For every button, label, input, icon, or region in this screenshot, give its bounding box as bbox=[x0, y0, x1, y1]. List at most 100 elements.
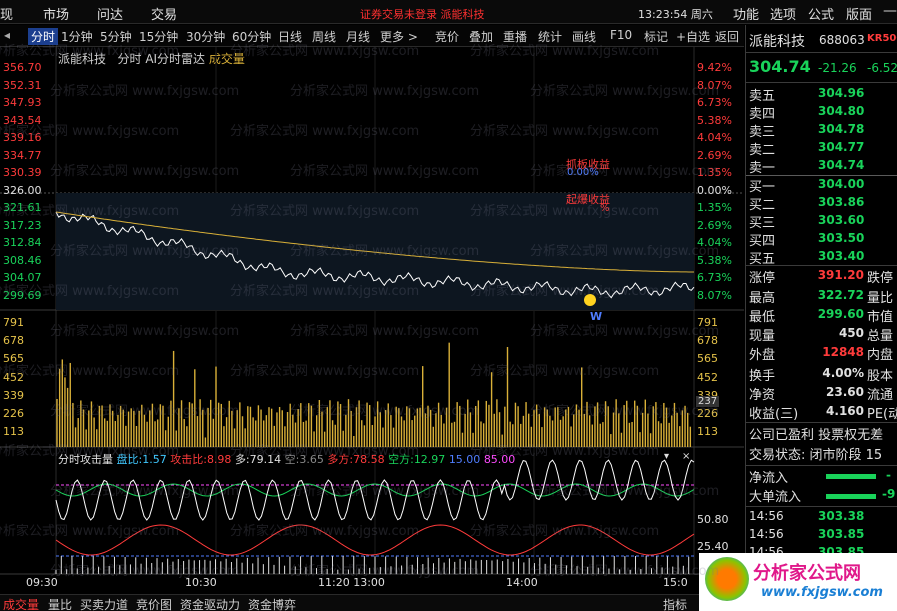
tab-15min[interactable]: 15分钟 bbox=[139, 30, 179, 44]
net-inflow-value: - bbox=[886, 468, 891, 482]
tab-mark[interactable]: 标记 bbox=[644, 30, 669, 44]
tab-overlay[interactable]: 叠加 bbox=[469, 30, 494, 44]
pct-tick-label: 9.42% bbox=[697, 61, 732, 74]
tab-replay[interactable]: 重播 bbox=[503, 30, 528, 44]
intraday-chart[interactable] bbox=[0, 0, 745, 594]
tab-30min[interactable]: 30分钟 bbox=[186, 30, 226, 44]
price-tick-label: 343.54 bbox=[3, 113, 42, 127]
menu-item-trade[interactable]: 交易 bbox=[151, 8, 178, 23]
stat-right-label: 总量 bbox=[867, 329, 894, 344]
tab-auction[interactable]: 竞价 bbox=[435, 30, 460, 44]
bid-level-price[interactable]: 303.60 bbox=[818, 213, 865, 227]
stat-label: 涨停 bbox=[749, 271, 776, 286]
tab-5min[interactable]: 5分钟 bbox=[100, 30, 132, 44]
btab-fund-drive[interactable]: 资金驱动力 bbox=[180, 598, 241, 611]
attack-line bbox=[55, 459, 695, 521]
bull-line bbox=[55, 483, 695, 497]
tab-weekly[interactable]: 周线 bbox=[312, 30, 337, 44]
pct-tick-label: 1.35% bbox=[697, 166, 732, 179]
btab-indicator[interactable]: 指标 bbox=[663, 598, 688, 611]
stat-right-label: PE(动 bbox=[867, 407, 897, 422]
menu-item-function[interactable]: 功能 bbox=[733, 8, 760, 23]
price-tick-label: 326.00 bbox=[3, 183, 42, 197]
attack-collapse-icon[interactable]: ▾ bbox=[664, 451, 670, 462]
menu-item-options[interactable]: 选项 bbox=[770, 8, 797, 23]
btab-volume-ratio[interactable]: 量比 bbox=[48, 598, 73, 611]
volume-tick-label-right: 791 bbox=[697, 316, 718, 329]
price-tick-label: 334.77 bbox=[3, 148, 42, 162]
stat-label: 现量 bbox=[749, 329, 776, 344]
menu-item-market[interactable]: 市场 bbox=[43, 8, 70, 23]
time-label-1400: 14:00 bbox=[506, 576, 538, 589]
price-tick-label: 330.39 bbox=[3, 166, 42, 179]
stat-right-label: 流通 bbox=[867, 388, 894, 403]
menu-item-view[interactable]: 现 bbox=[0, 8, 14, 23]
chart-title: 派能科技 分时 AI分时雷达 成交量 bbox=[58, 50, 245, 67]
volume-tick-label-left: 678 bbox=[3, 334, 24, 348]
tick-time: 14:56 bbox=[749, 527, 784, 541]
clock: 13:23:54 周六 bbox=[638, 8, 713, 21]
chart-stock-name: 派能科技 bbox=[58, 52, 107, 66]
tab-statistics[interactable]: 统计 bbox=[538, 30, 563, 44]
stat-label: 净资 bbox=[749, 388, 776, 403]
ask-level-label: 卖三 bbox=[749, 125, 776, 140]
tab-intraday[interactable]: 分时 bbox=[28, 28, 59, 45]
ask-level-price[interactable]: 304.96 bbox=[818, 86, 865, 100]
big-inflow-value: -9 bbox=[882, 487, 896, 501]
chart-radar[interactable]: AI分时雷达 bbox=[145, 52, 206, 66]
bid-level-label: 买一 bbox=[749, 180, 776, 195]
price-region-shade bbox=[56, 193, 694, 310]
tab-draw-line[interactable]: 画线 bbox=[572, 30, 597, 44]
bid-level-label: 买四 bbox=[749, 234, 776, 249]
tab-60min[interactable]: 60分钟 bbox=[232, 30, 272, 44]
tab-add-watchlist[interactable]: +自选 bbox=[676, 30, 711, 44]
bid-level-price[interactable]: 303.86 bbox=[818, 195, 865, 209]
volume-cursor-label: 237 bbox=[696, 396, 720, 407]
volume-tick-label-right: 565 bbox=[697, 352, 718, 366]
tab-1min[interactable]: 1分钟 bbox=[61, 30, 93, 44]
ask-level-price[interactable]: 304.74 bbox=[818, 158, 865, 172]
tick-price: 303.38 bbox=[818, 509, 865, 523]
attack-title: 分时攻击量 bbox=[58, 453, 113, 466]
ask-level-price[interactable]: 304.77 bbox=[818, 140, 865, 154]
watermark-logo: 分析家公式网 www.fxjgsw.com bbox=[699, 553, 897, 611]
ask-level-price[interactable]: 304.78 bbox=[818, 122, 865, 136]
menu-item-formula[interactable]: 公式 bbox=[808, 8, 835, 23]
tab-f10[interactable]: F10 bbox=[610, 28, 633, 42]
quote-price: 304.74 bbox=[749, 57, 811, 76]
menu-item-layout[interactable]: 版面 bbox=[846, 8, 873, 23]
volume-tick-label-left: 226 bbox=[3, 407, 24, 420]
btab-buy-sell-force[interactable]: 买卖力道 bbox=[80, 598, 129, 611]
bear-side-label: 空方: bbox=[388, 453, 414, 466]
time-label-1500: 15:0 bbox=[663, 576, 688, 589]
quote-badge: KR500 bbox=[867, 33, 897, 44]
toolbar-collapse-icon[interactable]: ◂ bbox=[4, 28, 11, 42]
ask-level-price[interactable]: 304.80 bbox=[818, 104, 865, 118]
tab-monthly[interactable]: 月线 bbox=[346, 30, 371, 44]
tick-time: 14:56 bbox=[749, 509, 784, 523]
net-inflow-bar bbox=[826, 474, 876, 479]
btab-fund-game[interactable]: 资金博弈 bbox=[248, 598, 297, 611]
btab-volume[interactable]: 成交量 bbox=[3, 598, 40, 611]
bottom-indicator-tabs: 成交量 量比 买卖力道 竞价图 资金驱动力 资金博弈 指标 bbox=[0, 594, 744, 611]
volume-tick-label-left: 565 bbox=[3, 352, 24, 366]
bid-level-price[interactable]: 304.00 bbox=[818, 177, 865, 191]
annotation-limit-profit: 抓板收益 bbox=[566, 158, 610, 171]
bid-level-price[interactable]: 303.50 bbox=[818, 231, 865, 245]
tab-more[interactable]: 更多 > bbox=[380, 30, 418, 44]
window-title: 证券交易未登录 派能科技 bbox=[360, 8, 485, 21]
stat-right-label: 股本 bbox=[867, 369, 894, 384]
ask-level-label: 卖四 bbox=[749, 107, 776, 122]
pct-tick-label: 2.69% bbox=[697, 218, 732, 232]
attack-close-icon[interactable]: × bbox=[682, 451, 691, 462]
bid-level-price[interactable]: 303.40 bbox=[818, 249, 865, 263]
attack-indicator-header: 分时攻击量 盘比:1.57 攻击比:8.98 多:79.14 空:3.65 多方… bbox=[58, 451, 515, 467]
tick-price: 303.85 bbox=[818, 527, 865, 541]
tab-daily[interactable]: 日线 bbox=[278, 30, 303, 44]
tab-back[interactable]: 返回 bbox=[715, 30, 740, 44]
btab-auction[interactable]: 竞价图 bbox=[136, 598, 173, 611]
bear-side-value: 12.97 bbox=[413, 453, 446, 466]
stat-value: 299.60 bbox=[817, 307, 864, 321]
minimize-button[interactable]: — bbox=[883, 3, 897, 19]
menu-item-ask[interactable]: 问达 bbox=[97, 8, 124, 23]
